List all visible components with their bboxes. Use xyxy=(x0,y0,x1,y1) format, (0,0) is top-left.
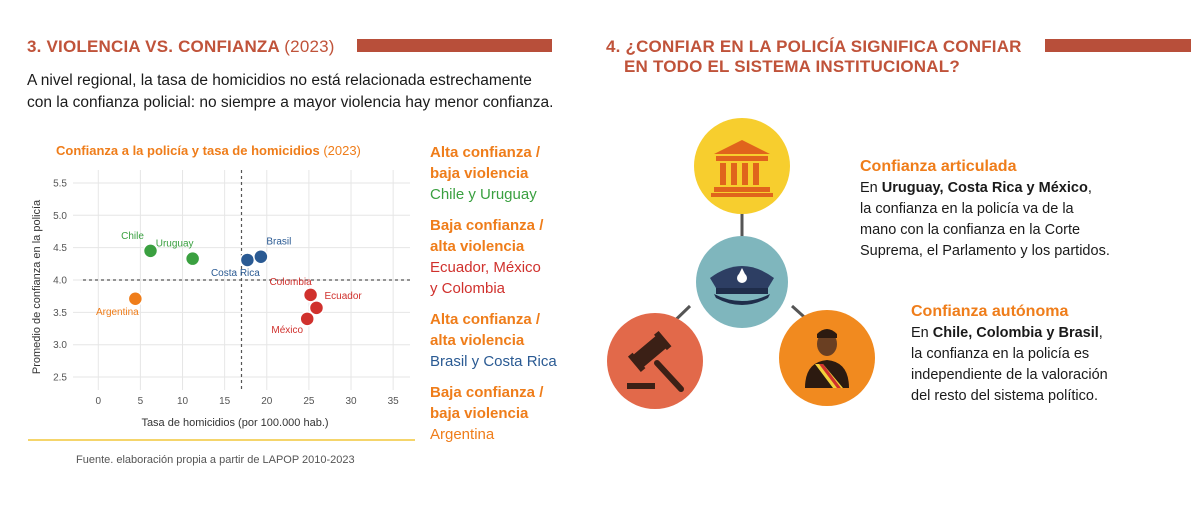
x-axis-label: Tasa de homicidios (por 100.000 hab.) xyxy=(141,417,328,429)
police-cap-icon xyxy=(710,266,774,305)
category-4: Baja confianza / baja violencia Argentin… xyxy=(430,382,580,445)
y-tick-label: 5.5 xyxy=(53,178,67,189)
y-tick-label: 3.0 xyxy=(53,340,67,351)
data-point-costa-rica xyxy=(239,252,256,268)
autonoma-line-3: independiente de la valoración xyxy=(911,367,1108,383)
category-legend: Alta confianza / baja violencia Chile y … xyxy=(430,142,580,445)
category-2: Baja confianza / alta violencia Ecuador,… xyxy=(430,215,580,299)
data-point-mexico xyxy=(299,311,315,327)
data-point-colombia xyxy=(302,287,319,303)
reference-lines xyxy=(83,170,410,390)
politician-circle xyxy=(779,310,875,406)
section-3-title-text: 3. VIOLENCIA VS. CONFIANZA xyxy=(27,37,280,56)
gavel-icon xyxy=(627,330,684,392)
y-axis-label: Promedio de confianza en la policía xyxy=(31,199,43,374)
category-4-heading-1: Baja confianza / xyxy=(430,384,544,401)
articulada-line-4: Suprema, el Parlamento y los partidos. xyxy=(860,243,1110,259)
x-tick-label: 35 xyxy=(388,396,400,407)
intro-line-2: con la confianza policial: no siempre a … xyxy=(27,94,554,111)
data-point-argentina xyxy=(127,291,144,307)
autonoma-line-2: la confianza en la policía es xyxy=(911,346,1090,362)
data-label: Colombia xyxy=(269,277,312,288)
category-1-heading-1: Alta confianza / xyxy=(430,144,541,161)
category-3-heading-1: Alta confianza / xyxy=(430,311,541,328)
category-1: Alta confianza / baja violencia Chile y … xyxy=(430,142,580,205)
chart-baseline xyxy=(28,439,415,441)
section-4-rule xyxy=(1045,39,1191,52)
x-tick-label: 5 xyxy=(138,396,144,407)
data-label: Uruguay xyxy=(156,239,194,250)
category-4-heading-2: baja violencia xyxy=(430,405,529,422)
data-label: Costa Rica xyxy=(211,268,260,279)
y-tick-label: 3.5 xyxy=(53,308,67,319)
data-label: México xyxy=(271,325,303,336)
articulada-line-1: En Uruguay, Costa Rica y México, xyxy=(860,178,1180,199)
articulada-countries: Uruguay, Costa Rica y México xyxy=(881,180,1088,196)
section-3-rule xyxy=(357,39,552,52)
category-3-heading-2: alta violencia xyxy=(430,332,525,349)
category-2-countries-2: y Colombia xyxy=(430,280,506,297)
data-label: Argentina xyxy=(96,307,139,318)
y-tick-label: 4.5 xyxy=(53,243,67,254)
x-tick-label: 30 xyxy=(345,396,357,407)
x-tick-label: 25 xyxy=(303,396,315,407)
category-2-countries-1: Ecuador, México xyxy=(430,259,541,276)
chart-title: Confianza a la policía y tasa de homicid… xyxy=(56,143,361,158)
politician-icon xyxy=(805,329,849,388)
data-point-brasil xyxy=(253,248,269,265)
x-tick-label: 0 xyxy=(95,396,101,407)
articulada-title: Confianza articulada xyxy=(860,158,1017,175)
articulada-block: Confianza articulada En Uruguay, Costa R… xyxy=(860,158,1180,262)
data-point-ecuador xyxy=(308,300,325,316)
category-1-countries: Chile y Uruguay xyxy=(430,186,537,203)
x-tick-label: 20 xyxy=(261,396,273,407)
section-3-title-year: (2023) xyxy=(284,37,335,56)
source-note: Fuente. elaboración propia a partir de L… xyxy=(76,454,355,466)
data-label: Ecuador xyxy=(324,291,362,302)
autonoma-block: Confianza autónoma En Chile, Colombia y … xyxy=(911,303,1181,407)
courthouse-circle xyxy=(694,118,790,214)
intro-text: A nivel regional, la tasa de homicidios … xyxy=(27,70,567,114)
data-point-uruguay xyxy=(184,250,201,267)
section-4-title-line-2: EN TODO EL SISTEMA INSTITUCIONAL? xyxy=(624,57,960,76)
chart-title-year: (2023) xyxy=(323,143,361,158)
data-label: Brasil xyxy=(266,237,291,248)
x-tick-label: 10 xyxy=(177,396,189,407)
y-tick-label: 4.0 xyxy=(53,276,67,287)
section-4-title: 4. ¿CONFIAR EN LA POLICÍA SIGNIFICA CONF… xyxy=(606,37,1022,77)
police-cap-circle xyxy=(696,236,788,328)
autonoma-countries: Chile, Colombia y Brasil xyxy=(932,325,1099,341)
autonoma-line-4: del resto del sistema político. xyxy=(911,388,1098,404)
chart-title-text: Confianza a la policía y tasa de homicid… xyxy=(56,143,320,158)
category-2-heading-1: Baja confianza / xyxy=(430,217,544,234)
articulada-line-2: la confianza en la policía va de la xyxy=(860,201,1074,217)
category-2-heading-2: alta violencia xyxy=(430,238,525,255)
section-3-title: 3. VIOLENCIA VS. CONFIANZA (2023) xyxy=(27,37,335,57)
category-3-countries: Brasil y Costa Rica xyxy=(430,353,557,370)
courthouse-icon xyxy=(711,140,773,197)
articulada-en: En xyxy=(860,180,878,196)
tick-labels: 0 5 10 15 20 25 30 35 2.5 3.0 3.5 4.0 4.5 5.0 5.5 xyxy=(53,178,399,407)
autonoma-line-1: En Chile, Colombia y Brasil, xyxy=(911,323,1181,344)
category-3: Alta confianza / alta violencia Brasil y… xyxy=(430,309,580,372)
autonoma-title: Confianza autónoma xyxy=(911,303,1069,320)
category-4-countries: Argentina xyxy=(430,426,495,443)
scatter-chart: 0 5 10 15 20 25 30 35 2.5 3.0 3.5 4.0 4.5 5.0 5.5 Chil… xyxy=(31,170,410,429)
autonoma-en: En xyxy=(911,325,929,341)
category-1-heading-2: baja violencia xyxy=(430,165,529,182)
articulada-line-3: mano con la confianza en la Corte xyxy=(860,222,1081,238)
autonoma-comma: , xyxy=(1098,325,1103,341)
articulada-comma: , xyxy=(1087,180,1092,196)
data-points: Chile Uruguay Costa Rica Brasil Argentina Col… xyxy=(96,231,362,336)
section-4-title-line-1: 4. ¿CONFIAR EN LA POLICÍA SIGNIFICA CONF… xyxy=(606,37,1022,56)
data-point-chile xyxy=(142,243,159,259)
intro-line-1: A nivel regional, la tasa de homicidios … xyxy=(27,72,532,89)
y-tick-label: 5.0 xyxy=(53,211,67,222)
data-label: Chile xyxy=(121,231,144,242)
x-tick-label: 15 xyxy=(219,396,231,407)
gavel-circle xyxy=(607,313,703,409)
y-tick-label: 2.5 xyxy=(53,373,67,384)
